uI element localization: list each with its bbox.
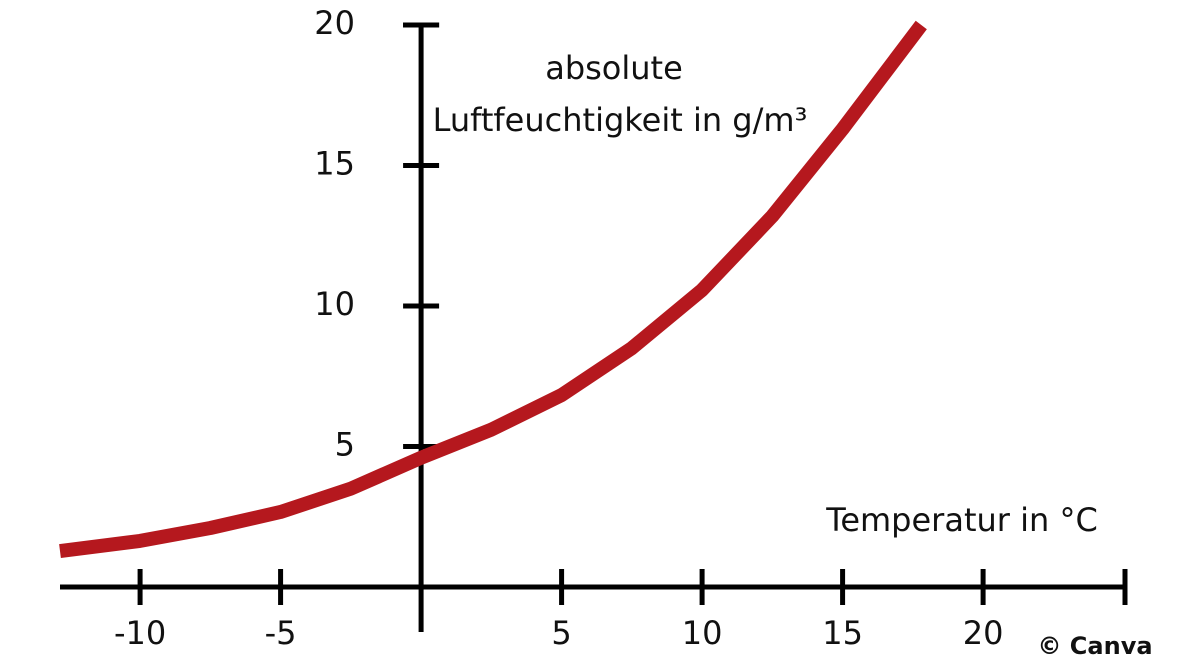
y-tick-label: 5 xyxy=(335,426,355,464)
x-tick-label: 10 xyxy=(682,614,723,652)
y-axis-label: Luftfeuchtigkeit in g/m³ xyxy=(433,101,808,139)
data-line xyxy=(59,20,927,558)
x-tick-label: 20 xyxy=(963,614,1004,652)
x-tick-label: -10 xyxy=(114,614,166,652)
x-tick-label: -5 xyxy=(265,614,297,652)
y-axis-label: absolute xyxy=(545,49,683,87)
watermark: © Canva xyxy=(1037,632,1152,660)
x-axis-label: Temperatur in °C xyxy=(825,501,1098,539)
y-tick-label: 10 xyxy=(314,285,355,323)
y-tick-label: 20 xyxy=(314,4,355,42)
x-tick-label: 15 xyxy=(822,614,863,652)
y-tick-label: 15 xyxy=(314,145,355,183)
x-tick-label: 5 xyxy=(551,614,571,652)
